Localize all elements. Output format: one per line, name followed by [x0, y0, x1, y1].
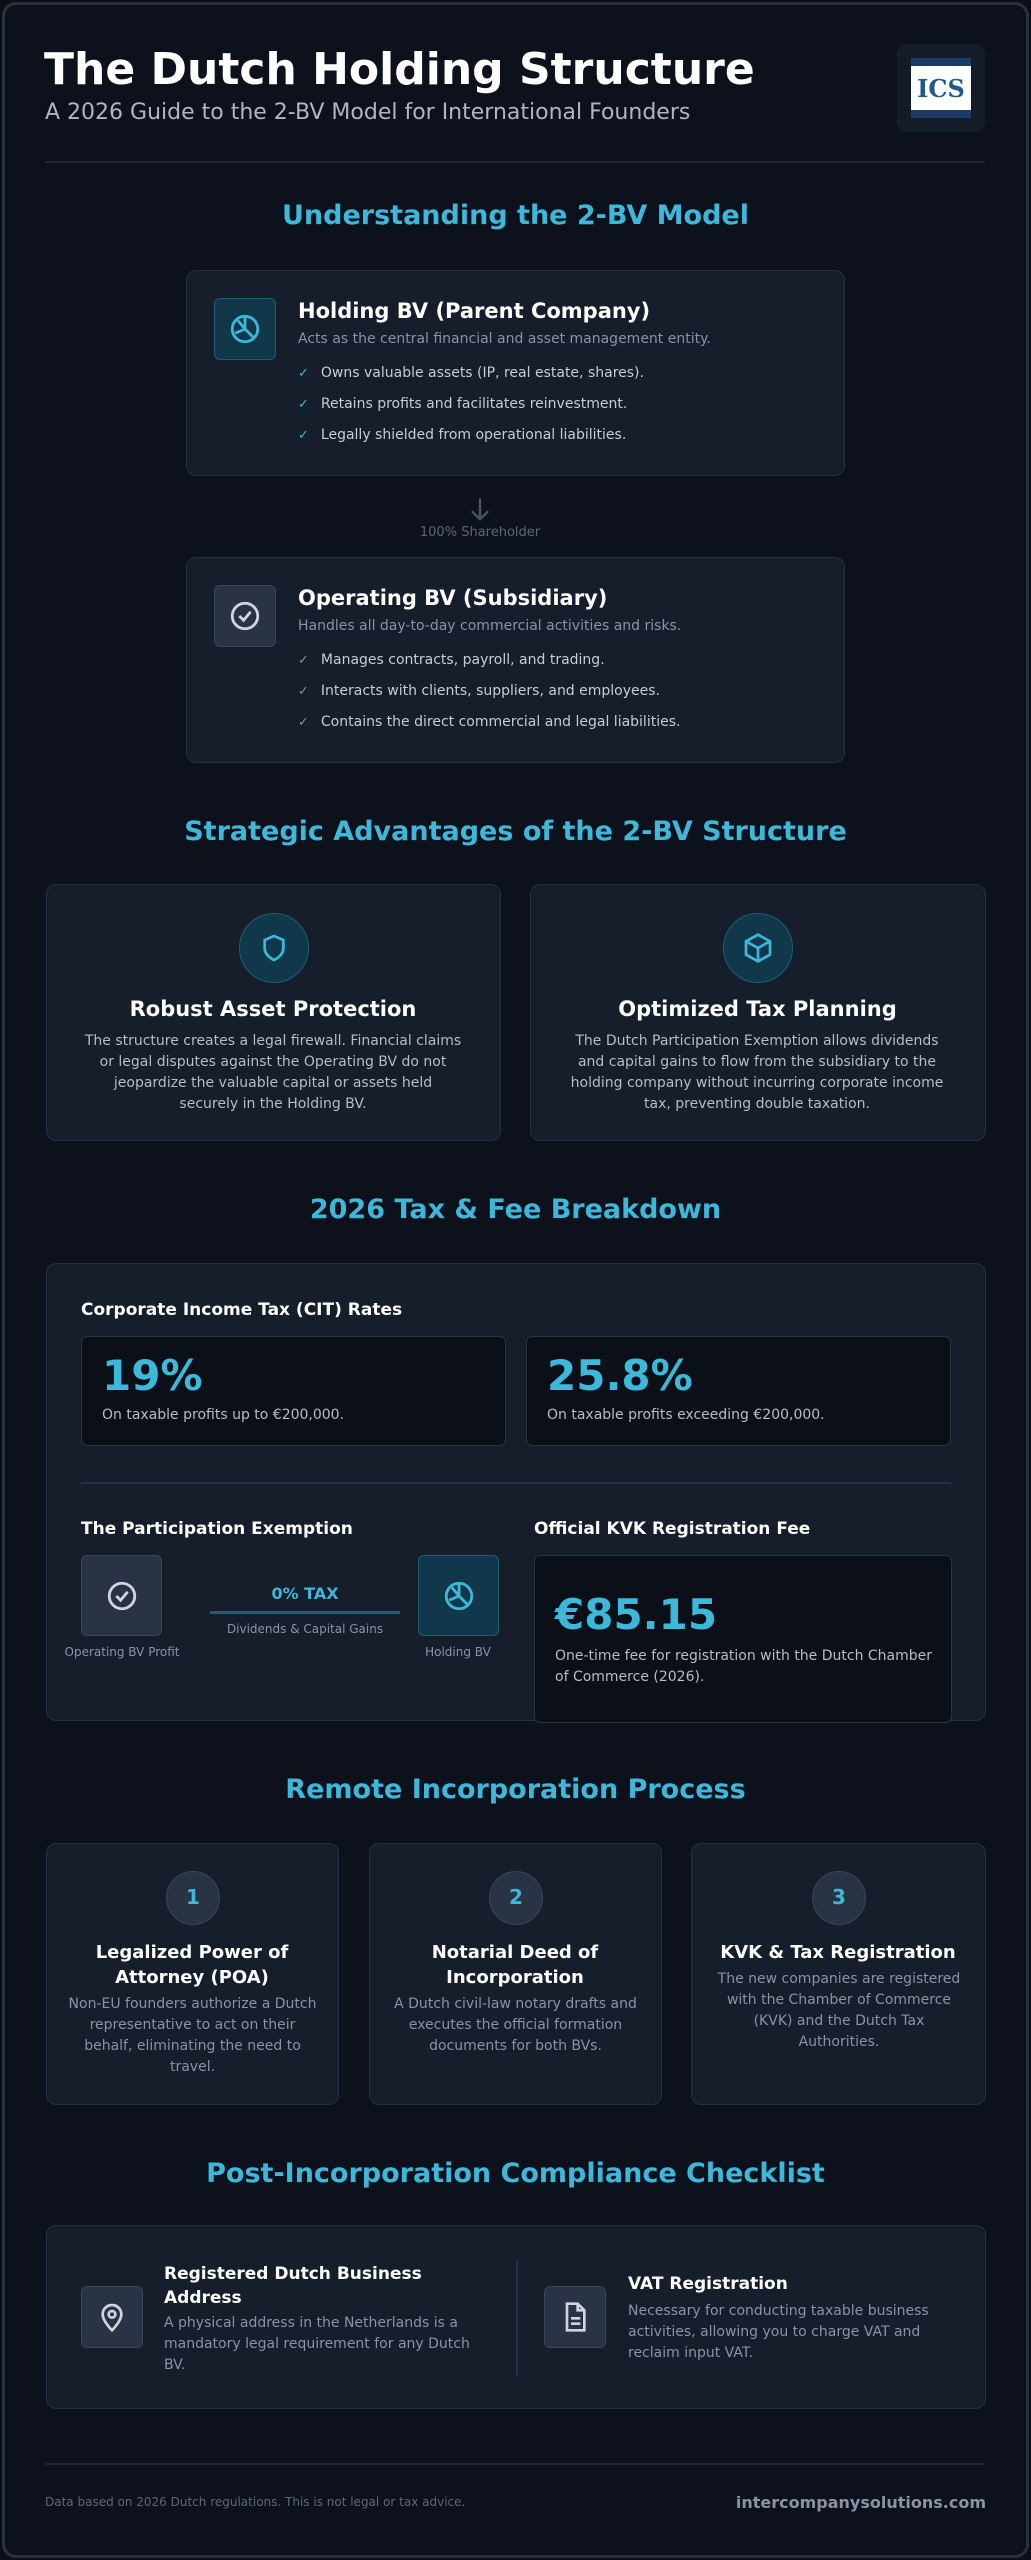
flow-from: Operating BV Profit [64, 1645, 180, 1659]
flow-tax: 0% TAX [271, 1584, 339, 1603]
step-text: Non-EU founders authorize a Dutch repres… [68, 1996, 317, 2075]
item-text: Contains the direct commercial and legal… [320, 714, 681, 730]
step-number: 1 [166, 1871, 220, 1925]
item-text: Manages contracts, payroll, and trading. [320, 652, 605, 668]
subtitle: A 2026 Guide to the 2-BV Model for Inter… [45, 100, 691, 125]
flow-label: Dividends & Capital Gains [226, 1622, 384, 1636]
card-text: The Dutch Participation Exemption allows… [570, 1033, 944, 1112]
step-card: 2 Notarial Deed of Incorporation A Dutch… [369, 1843, 662, 2105]
advantage-card: Robust Asset Protection The structure cr… [46, 884, 501, 1141]
step-title: Legalized Power of Attorney (POA) [95, 1942, 289, 1988]
tax-panel: Corporate Income Tax (CIT) Rates 19% On … [46, 1263, 986, 1723]
panel-title: Corporate Income Tax (CIT) Rates [81, 1300, 403, 1320]
holding-card: Holding BV (Parent Company) Acts as the … [186, 270, 845, 476]
fee-text: One-time fee for registration with the D… [555, 1648, 933, 1685]
holding-icon [214, 298, 276, 360]
step-title: Notarial Deed of Incorporation [431, 1942, 599, 1988]
step-text: A Dutch civil-law notary drafts and exec… [394, 1996, 637, 2054]
card-desc: Handles all day-to-day commercial activi… [298, 618, 682, 634]
disclaimer: Data based on 2026 Dutch regulations. Th… [45, 2495, 466, 2509]
step-number: 2 [489, 1871, 543, 1925]
fee-box: €85.15 One-time fee for registration wit… [534, 1555, 952, 1723]
card-title: Optimized Tax Planning [618, 997, 897, 1021]
item-text: A physical address in the Netherlands is… [164, 2315, 470, 2373]
connector-label: 100% Shareholder [419, 525, 541, 540]
panel-title: The Participation Exemption [81, 1519, 353, 1539]
cube-icon [723, 913, 793, 983]
fee-value: €85.15 [555, 1590, 718, 1639]
title: The Dutch Holding Structure [44, 44, 755, 95]
step-card: 1 Legalized Power of Attorney (POA) Non-… [46, 1843, 339, 2105]
step-card: 3 KVK & Tax Registration The new compani… [691, 1843, 986, 2105]
panel-title: Official KVK Registration Fee [534, 1519, 811, 1539]
item-title: VAT Registration [628, 2274, 788, 2294]
item-text: Owns valuable assets (IP, real estate, s… [320, 365, 644, 381]
holding-icon [418, 1555, 499, 1636]
divider [45, 161, 985, 163]
shield-icon [239, 913, 309, 983]
section-heading: Post-Incorporation Compliance Checklist [206, 2158, 825, 2189]
step-title: KVK & Tax Registration [720, 1942, 956, 1963]
list-item: ✓ Retains profits and facilitates reinves… [298, 396, 628, 412]
card-title: Holding BV (Parent Company) [298, 299, 651, 323]
list-item: ✓ Legally shielded from operational liabi… [298, 427, 627, 443]
rate-text: On taxable profits up to €200,000. [102, 1407, 345, 1423]
list-item: ✓ Manages contracts, payroll, and trading… [298, 652, 605, 668]
divider [45, 2463, 985, 2465]
list-item: ✓ Contains the direct commercial and lega… [298, 714, 681, 730]
operating-icon [81, 1555, 162, 1636]
card-title: Operating BV (Subsidiary) [298, 586, 608, 610]
rate-box: 25.8% On taxable profits exceeding €200,… [526, 1336, 951, 1446]
flow-line [210, 1611, 400, 1614]
rate-value: 19% [102, 1351, 203, 1400]
logo-box: ICS [897, 44, 985, 132]
rate-box: 19% On taxable profits up to €200,000. [81, 1336, 506, 1446]
advantage-card: Optimized Tax Planning The Dutch Partici… [530, 884, 986, 1141]
flow-to: Holding BV [425, 1645, 491, 1659]
step-number: 3 [812, 1871, 866, 1925]
operating-icon [214, 585, 276, 647]
section-heading: Understanding the 2-BV Model [282, 200, 749, 231]
item-title: Registered Dutch Business Address [164, 2264, 422, 2308]
list-item: ✓ Owns valuable assets (IP, real estate, … [298, 365, 644, 381]
section-heading: Strategic Advantages of the 2-BV Structu… [184, 816, 847, 847]
arrow [471, 498, 489, 521]
divider [81, 1482, 951, 1484]
item-text: Interacts with clients, suppliers, and e… [320, 683, 660, 699]
operating-card: Operating BV (Subsidiary) Handles all da… [186, 557, 845, 763]
rate-value: 25.8% [547, 1351, 693, 1400]
location-icon [81, 2286, 143, 2348]
logo: ICS [911, 58, 971, 118]
item-text: Necessary for conducting taxable busines… [628, 2303, 929, 2361]
list-item: ✓ Interacts with clients, suppliers, and … [298, 683, 660, 699]
card-text: The structure creates a legal firewall. … [84, 1033, 462, 1112]
divider [516, 2260, 518, 2376]
document-icon [544, 2286, 606, 2348]
compliance-panel: Registered Dutch Business Address A phys… [46, 2225, 986, 2409]
step-text: The new companies are registered with th… [717, 1971, 961, 2050]
card-desc: Acts as the central financial and asset … [298, 331, 711, 347]
item-text: Retains profits and facilitates reinvest… [320, 396, 628, 412]
site: intercompanysolutions.com [735, 2493, 986, 2512]
card-title: Robust Asset Protection [129, 997, 417, 1021]
section-heading: 2026 Tax & Fee Breakdown [309, 1194, 722, 1225]
item-text: Legally shielded from operational liabil… [320, 427, 627, 443]
rate-text: On taxable profits exceeding €200,000. [547, 1407, 825, 1423]
section-heading: Remote Incorporation Process [285, 1774, 746, 1805]
